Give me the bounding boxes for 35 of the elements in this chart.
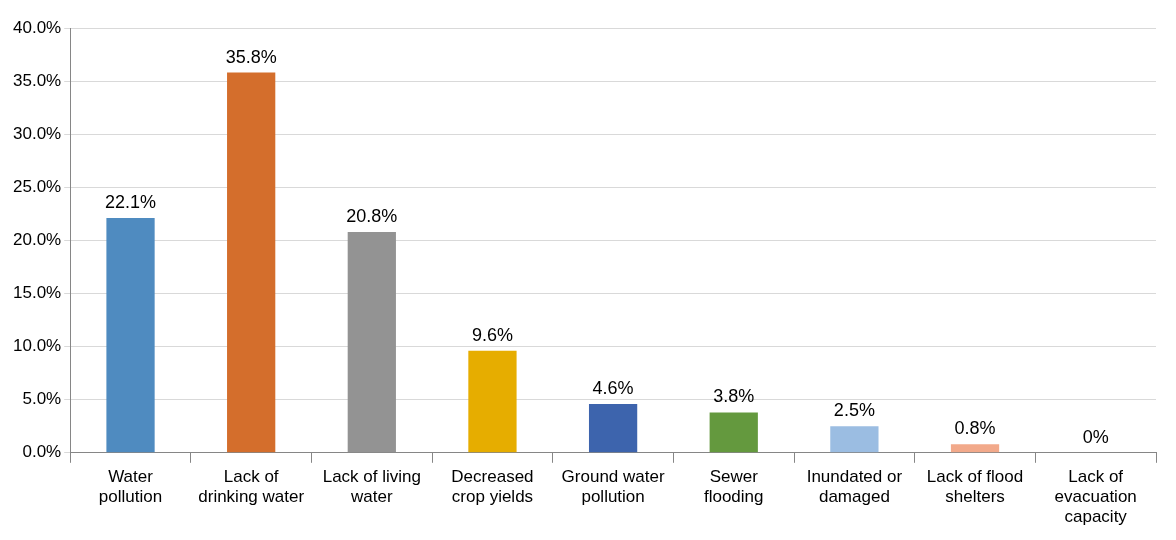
data-label: 22.1%	[105, 192, 157, 213]
x-tick-label: Sewer flooding	[703, 466, 764, 507]
x-tick-label: Lack of drinking water	[198, 466, 305, 507]
bar	[709, 412, 758, 453]
bar	[588, 403, 638, 453]
bar	[347, 231, 396, 453]
data-label: 0%	[1082, 426, 1109, 447]
y-tick-label: 25.0%	[13, 176, 62, 196]
x-tick-label: Ground water pollution	[561, 466, 665, 507]
y-tick-label: 35.0%	[13, 70, 62, 90]
x-tick-label: Lack of evacuation capacity	[1054, 466, 1137, 527]
x-tick-label: Lack of flood shelters	[926, 466, 1024, 507]
y-tick-label: 5.0%	[22, 389, 62, 409]
x-tick-label: Water pollution	[98, 466, 163, 507]
y-tick-label: 20.0%	[13, 230, 62, 250]
bar	[227, 72, 276, 453]
data-label: 2.5%	[833, 400, 875, 421]
y-tick-label: 10.0%	[13, 336, 62, 356]
y-tick-label: 0.0%	[22, 442, 62, 462]
data-label: 3.8%	[713, 386, 755, 407]
bar	[830, 426, 879, 453]
data-label: 4.6%	[592, 377, 634, 398]
y-tick-label: 15.0%	[13, 283, 62, 303]
x-tick-label: Inundated or damaged	[806, 466, 903, 507]
x-tick-label: Decreased crop yields	[451, 466, 534, 507]
y-tick-label: 40.0%	[13, 17, 62, 37]
data-label: 20.8%	[346, 205, 398, 226]
bar	[950, 444, 1000, 453]
y-tick-label: 30.0%	[13, 123, 62, 143]
data-label: 0.8%	[954, 418, 996, 439]
data-label: 35.8%	[225, 46, 277, 67]
data-label: 9.6%	[471, 324, 513, 345]
x-tick-label: Lack of living water	[322, 466, 421, 507]
bar	[468, 350, 517, 453]
bar	[106, 218, 155, 453]
